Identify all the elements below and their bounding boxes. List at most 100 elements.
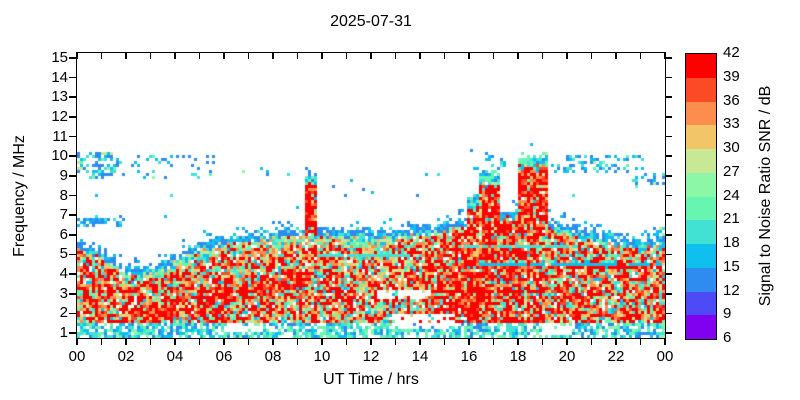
colorbar-band xyxy=(686,149,716,173)
heatmap-canvas xyxy=(77,53,665,338)
colorbar-band xyxy=(686,196,716,221)
tick-mark xyxy=(492,338,495,345)
tick-mark xyxy=(272,53,274,59)
y-tick-label: 2 xyxy=(59,304,68,322)
x-tick-label: 20 xyxy=(558,348,576,365)
chart-title: 2025-07-31 xyxy=(330,13,412,30)
tick-mark xyxy=(247,338,250,345)
tick-mark xyxy=(468,338,470,345)
tick-mark xyxy=(492,53,495,59)
tick-mark xyxy=(198,338,201,345)
x-tick-label: 18 xyxy=(509,348,527,365)
tick-mark xyxy=(665,116,672,118)
colorbar-band xyxy=(686,172,716,197)
tick-mark xyxy=(223,53,225,59)
tick-mark xyxy=(615,338,617,345)
x-tick-label: 02 xyxy=(117,348,135,365)
tick-mark xyxy=(566,53,568,59)
tick-mark xyxy=(665,273,672,275)
y-tick-label: 14 xyxy=(51,68,68,86)
colorbar-tick-label: 36 xyxy=(723,91,740,109)
tick-mark xyxy=(296,338,299,345)
tick-mark xyxy=(149,338,152,345)
tick-mark xyxy=(223,338,225,345)
tick-mark xyxy=(541,53,544,59)
tick-mark xyxy=(69,76,77,79)
y-tick-label: 6 xyxy=(59,225,68,243)
tick-mark xyxy=(590,338,593,345)
tick-mark xyxy=(198,53,201,59)
tick-mark xyxy=(69,57,77,59)
tick-mark xyxy=(665,96,672,98)
tick-mark xyxy=(247,53,250,59)
tick-mark xyxy=(665,175,672,177)
tick-mark xyxy=(125,53,127,59)
colorbar-tick-label: 24 xyxy=(723,186,740,204)
colorbar-tick-label: 21 xyxy=(723,210,740,228)
colorbar-label: Signal to Noise Ratio SNR / dB xyxy=(757,85,774,307)
tick-mark xyxy=(394,53,397,59)
tick-mark xyxy=(174,338,176,345)
tick-mark xyxy=(665,194,672,197)
tick-mark xyxy=(665,312,672,315)
x-tick-label: 00 xyxy=(656,348,674,365)
colorbar-tick-label: 15 xyxy=(723,257,740,275)
tick-mark xyxy=(665,253,672,256)
x-axis-label: UT Time / hrs xyxy=(323,371,419,388)
colorbar-band xyxy=(686,77,716,102)
y-tick-label: 11 xyxy=(52,127,68,145)
tick-mark xyxy=(345,338,348,345)
tick-mark xyxy=(419,53,421,59)
y-tick-label: 3 xyxy=(59,284,68,302)
colorbar-band xyxy=(686,267,716,292)
tick-mark xyxy=(419,338,421,345)
y-tick-label: 12 xyxy=(51,107,68,125)
tick-mark xyxy=(76,338,78,345)
tick-mark xyxy=(321,53,323,59)
colorbar-tick-label: 27 xyxy=(723,162,740,180)
colorbar-tick-label: 42 xyxy=(723,44,740,61)
colorbar-band xyxy=(686,125,716,149)
y-tick-label: 9 xyxy=(59,166,68,184)
tick-mark xyxy=(590,53,593,59)
y-tick-label: 4 xyxy=(59,265,68,283)
colorbar-band xyxy=(686,291,716,316)
y-tick-label: 5 xyxy=(59,245,68,263)
x-tick-label: 08 xyxy=(264,348,282,365)
colorbar-band xyxy=(686,244,716,268)
tick-mark xyxy=(443,53,446,59)
colorbar-band xyxy=(686,220,716,244)
tick-mark xyxy=(69,116,77,118)
tick-mark xyxy=(174,53,176,59)
x-tick-label: 22 xyxy=(607,348,625,365)
tick-mark xyxy=(664,338,666,345)
tick-mark xyxy=(665,214,672,216)
tick-mark xyxy=(443,338,446,345)
tick-mark xyxy=(69,312,77,315)
tick-mark xyxy=(76,53,78,59)
y-axis-label: Frequency / MHz xyxy=(11,135,28,257)
tick-mark xyxy=(665,332,672,334)
tick-mark xyxy=(100,338,103,345)
y-tick-label: 10 xyxy=(51,147,68,165)
tick-mark xyxy=(665,76,672,79)
tick-mark xyxy=(69,96,77,98)
x-tick-label: 12 xyxy=(362,348,380,365)
tick-mark xyxy=(345,53,348,59)
x-tick-label: 14 xyxy=(411,348,429,365)
tick-mark xyxy=(517,53,519,59)
x-tick-label: 00 xyxy=(68,348,86,365)
tick-mark xyxy=(125,338,127,345)
colorbar-tick-label: 39 xyxy=(723,67,740,85)
tick-mark xyxy=(272,338,274,345)
tick-mark xyxy=(665,135,672,138)
tick-mark xyxy=(639,338,642,345)
tick-mark xyxy=(541,338,544,345)
tick-mark xyxy=(69,234,77,236)
colorbar-tick-label: 18 xyxy=(723,234,740,251)
tick-mark xyxy=(615,53,617,59)
y-tick-label: 1 xyxy=(59,324,68,342)
y-tick-label: 8 xyxy=(59,186,68,204)
tick-mark xyxy=(69,273,77,275)
